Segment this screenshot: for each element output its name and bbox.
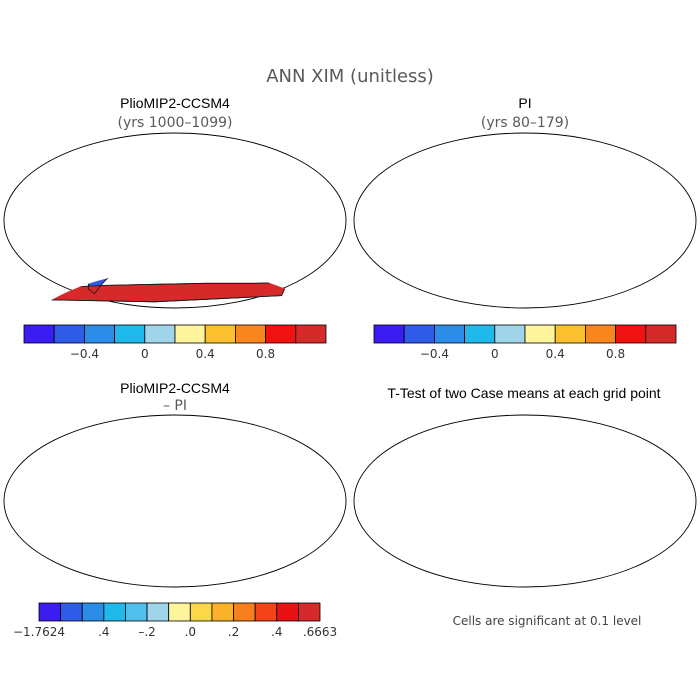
colorbar-swatch <box>114 324 146 344</box>
colorbar-tick-label: 0.8 <box>256 347 275 361</box>
colorbar-swatch <box>615 324 647 344</box>
colorbar-swatch <box>81 602 105 622</box>
colorbar-swatch <box>211 602 234 622</box>
colorbar-swatch <box>254 602 278 622</box>
map-frame <box>353 132 697 309</box>
map-frame <box>3 414 347 588</box>
colorbar-swatch <box>125 602 148 622</box>
colorbar-swatch <box>189 602 213 622</box>
colorbar-swatch <box>103 602 126 622</box>
colorbar-swatch <box>233 602 256 622</box>
panel-title-plio: PlioMIP2-CCSM4 <box>120 95 230 111</box>
colorbar-swatch <box>60 602 83 622</box>
colorbar-swatch <box>234 324 266 344</box>
colorbar-swatch <box>494 324 526 344</box>
colorbar-swatch <box>464 324 496 344</box>
colorbar-swatch <box>146 602 170 622</box>
map-panel-plio <box>3 132 347 309</box>
panel-title-ttest: T-Test of two Case means at each grid po… <box>387 385 660 401</box>
field-patch <box>296 145 320 155</box>
panel-title-diff: PlioMIP2-CCSM4 <box>120 380 230 396</box>
map-panel-pi <box>353 132 697 309</box>
colorbar-swatch <box>174 324 206 344</box>
colorbar-tick-label: .0 <box>185 625 196 639</box>
field-patch <box>656 146 672 155</box>
colorbar-tick-label: .2 <box>228 625 239 639</box>
map-frame <box>353 414 697 588</box>
colorbar-tick-label: .4 <box>98 625 109 639</box>
colorbar-swatch <box>403 324 435 344</box>
colorbar-tick-label: .6663 <box>303 625 337 639</box>
panel-subtitle-diff: – PI <box>163 398 187 414</box>
panel-subtitle-plio: (yrs 1000–1099) <box>118 115 233 131</box>
coastline-sa <box>82 234 122 294</box>
colorbar-swatch <box>554 324 586 344</box>
colorbar-swatch <box>276 602 299 622</box>
colorbar-pi: −0.4 0 0.4 0.8 <box>373 324 677 361</box>
colorbar-swatch <box>297 602 321 622</box>
colorbar-tick-label: 0.8 <box>606 347 625 361</box>
colorbar-tick-label: 0.4 <box>546 347 565 361</box>
colorbar-tick-label: −0.4 <box>70 347 99 361</box>
colorbar-swatch <box>53 324 85 344</box>
colorbar-tick-label: 0 <box>491 347 499 361</box>
colorbar-swatch <box>144 324 176 344</box>
colorbar-swatch <box>645 324 677 344</box>
colorbar-swatch <box>585 324 617 344</box>
panel-title-pi: PI <box>518 95 531 111</box>
colorbar-swatch <box>265 324 297 344</box>
colorbar-tick-label: 0 <box>141 347 149 361</box>
field-patch <box>646 145 670 155</box>
colorbar-tick-label: −1.7624 <box>13 625 65 639</box>
colorbar-tick-label: –.2 <box>138 625 155 639</box>
colorbar-swatch <box>295 324 327 344</box>
colorbar-diff: −1.7624 .4 –.2 .0 .2 .4 .6663 <box>13 602 337 639</box>
colorbar-tick-label: −0.4 <box>420 347 449 361</box>
significance-note: Cells are significant at 0.1 level <box>453 614 642 628</box>
colorbar-swatch <box>433 324 465 344</box>
map-panel-diff <box>3 414 347 588</box>
colorbar-swatch <box>524 324 556 344</box>
map-frame <box>3 132 347 309</box>
map-panel-ttest <box>353 414 697 588</box>
colorbar-swatch <box>38 602 62 622</box>
colorbar-swatch <box>168 602 191 622</box>
field-patch <box>306 146 322 155</box>
colorbar-swatch <box>204 324 236 344</box>
coastline-an <box>32 282 287 302</box>
colorbar-swatch <box>373 324 405 344</box>
colorbar-tick-label: .4 <box>271 625 282 639</box>
colorbar-swatch <box>23 324 55 344</box>
colorbar-tick-label: 0.4 <box>196 347 215 361</box>
colorbar-swatch <box>84 324 116 344</box>
panel-subtitle-pi: (yrs 80–179) <box>481 115 569 131</box>
figure-title: ANN XIM (unitless) <box>266 66 434 87</box>
colorbar-plio: −0.4 0 0.4 0.8 <box>23 324 327 361</box>
